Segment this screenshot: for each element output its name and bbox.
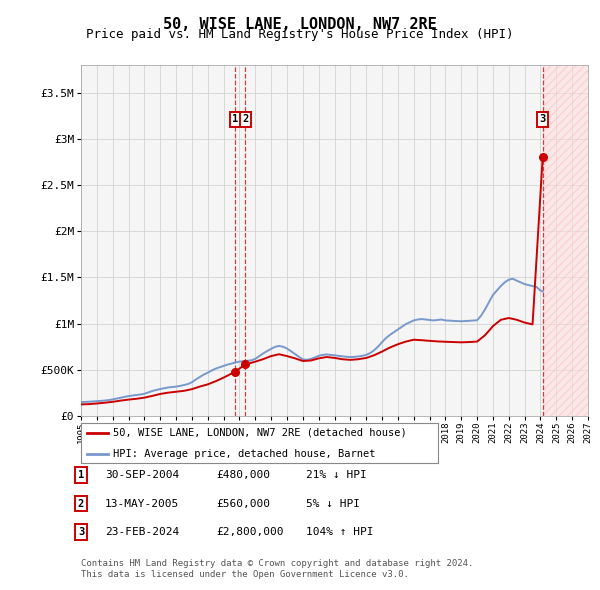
Text: 50, WISE LANE, LONDON, NW7 2RE (detached house): 50, WISE LANE, LONDON, NW7 2RE (detached… xyxy=(113,428,407,438)
Text: 1: 1 xyxy=(232,114,239,124)
Text: 21% ↓ HPI: 21% ↓ HPI xyxy=(306,470,367,480)
Text: 3: 3 xyxy=(78,527,84,537)
Text: 5% ↓ HPI: 5% ↓ HPI xyxy=(306,499,360,509)
Text: 1: 1 xyxy=(78,470,84,480)
Text: 23-FEB-2024: 23-FEB-2024 xyxy=(105,527,179,537)
Text: 30-SEP-2004: 30-SEP-2004 xyxy=(105,470,179,480)
Text: £2,800,000: £2,800,000 xyxy=(216,527,284,537)
Text: Price paid vs. HM Land Registry's House Price Index (HPI): Price paid vs. HM Land Registry's House … xyxy=(86,28,514,41)
Bar xyxy=(542,65,588,416)
Text: 50, WISE LANE, LONDON, NW7 2RE: 50, WISE LANE, LONDON, NW7 2RE xyxy=(163,17,437,31)
Text: 13-MAY-2005: 13-MAY-2005 xyxy=(105,499,179,509)
Text: 2: 2 xyxy=(78,499,84,509)
Text: 3: 3 xyxy=(539,114,546,124)
Text: HPI: Average price, detached house, Barnet: HPI: Average price, detached house, Barn… xyxy=(113,448,376,458)
Text: £480,000: £480,000 xyxy=(216,470,270,480)
Text: This data is licensed under the Open Government Licence v3.0.: This data is licensed under the Open Gov… xyxy=(81,570,409,579)
Text: £560,000: £560,000 xyxy=(216,499,270,509)
Text: 2: 2 xyxy=(242,114,248,124)
Text: Contains HM Land Registry data © Crown copyright and database right 2024.: Contains HM Land Registry data © Crown c… xyxy=(81,559,473,568)
Text: 104% ↑ HPI: 104% ↑ HPI xyxy=(306,527,373,537)
